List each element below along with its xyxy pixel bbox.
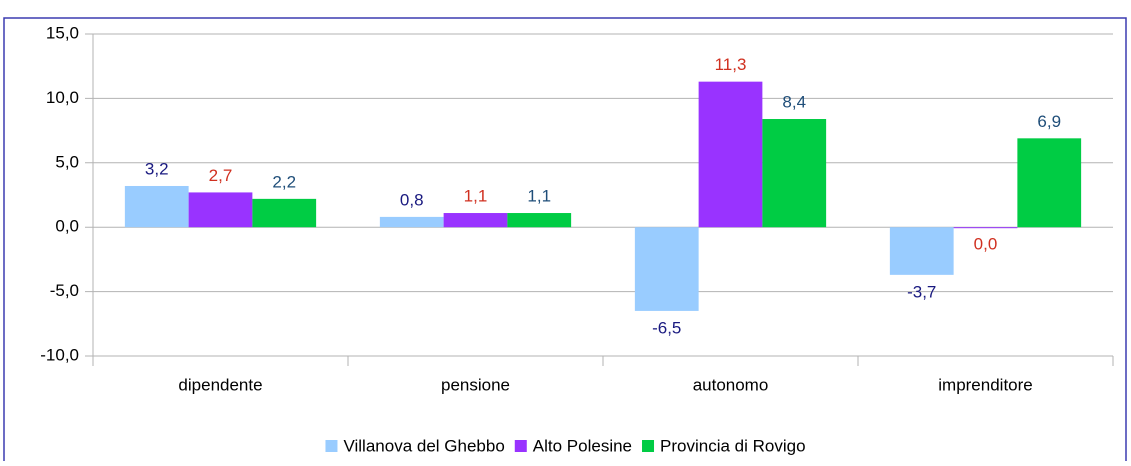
bar (188, 192, 253, 228)
data-label: 0,8 (400, 190, 424, 209)
bar (124, 185, 189, 228)
legend-swatch (325, 440, 338, 452)
data-label: -3,7 (907, 282, 936, 301)
data-label: 2,7 (209, 166, 233, 185)
bar (443, 213, 508, 228)
bar (953, 227, 1018, 229)
bar (698, 81, 763, 228)
legend-swatch (642, 440, 655, 452)
bar (889, 227, 954, 275)
y-tick-label: 15,0 (46, 23, 79, 42)
x-tick-label: autonomo (693, 375, 769, 394)
y-tick-label: 0,0 (55, 217, 79, 236)
data-label: 3,2 (145, 159, 169, 178)
data-label: 1,1 (527, 187, 551, 206)
x-tick-label: dipendente (178, 375, 262, 394)
y-tick-label: -10,0 (40, 345, 79, 364)
x-tick-label: pensione (441, 375, 510, 394)
data-label: 6,9 (1037, 112, 1061, 131)
legend-swatch (514, 440, 527, 452)
data-label: 1,1 (464, 187, 488, 206)
x-tick-label: imprenditore (938, 375, 1033, 394)
legend-label: Provincia di Rovigo (660, 436, 806, 455)
legend-label: Villanova del Ghebbo (343, 436, 504, 455)
bar (379, 216, 444, 228)
bar (1017, 138, 1082, 228)
bar (762, 119, 827, 228)
legend-label: Alto Polesine (533, 436, 632, 455)
bar (634, 227, 699, 311)
data-label: 8,4 (782, 92, 806, 111)
data-label: -6,5 (652, 318, 681, 337)
y-tick-label: 10,0 (46, 88, 79, 107)
bar (252, 198, 317, 228)
data-label: 0,0 (974, 235, 998, 254)
data-label: 11,3 (715, 55, 747, 74)
y-tick-label: 5,0 (55, 152, 79, 171)
chart-frame (3, 17, 1127, 466)
data-label: 2,2 (272, 172, 296, 191)
y-tick-label: -5,0 (50, 281, 79, 300)
bar (507, 213, 572, 228)
